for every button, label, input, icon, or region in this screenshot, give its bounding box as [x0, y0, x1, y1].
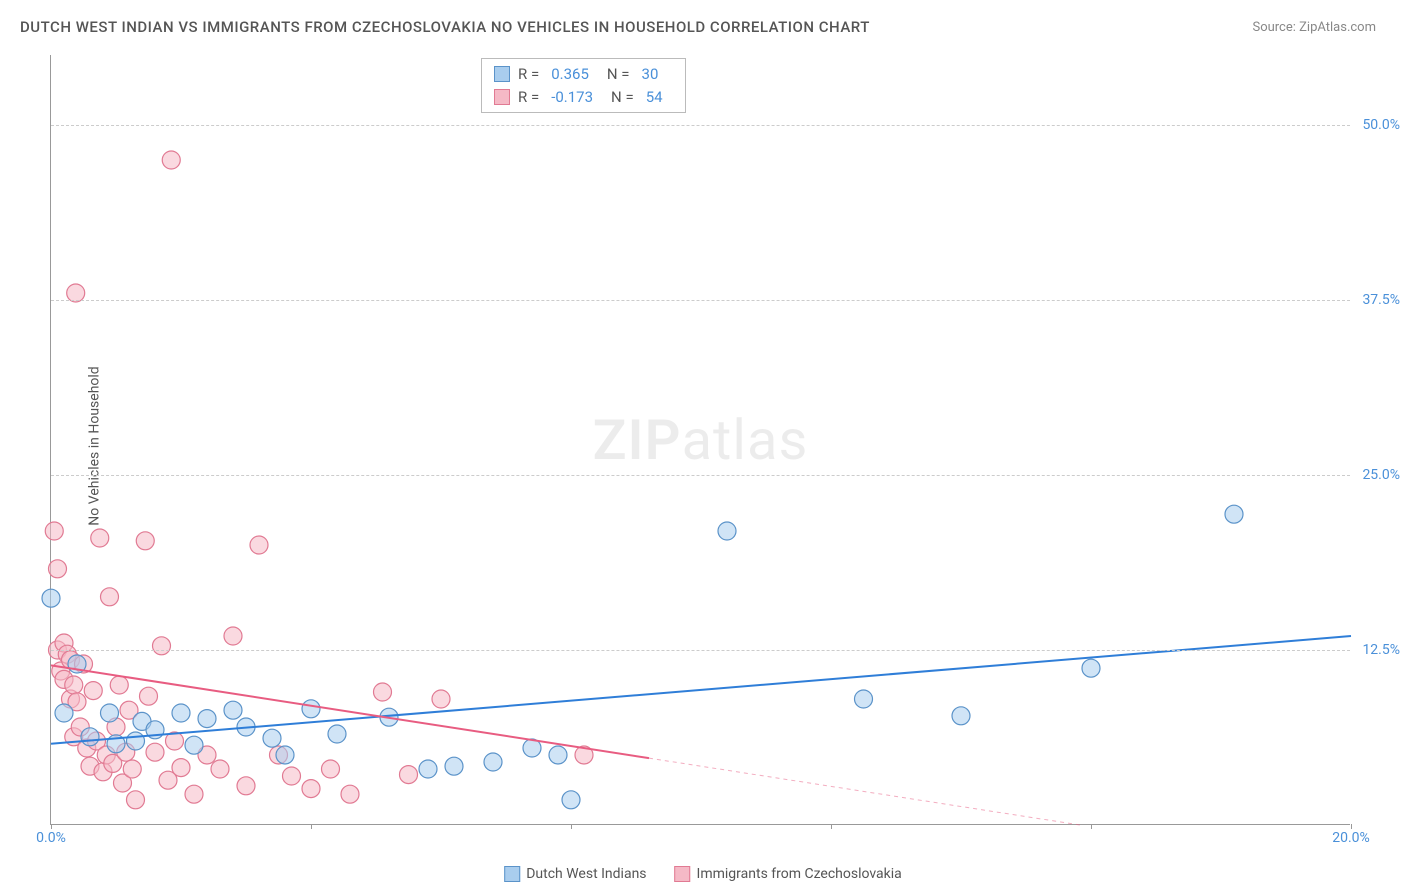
data-point — [172, 704, 190, 722]
legend-item: Dutch West Indians — [504, 866, 646, 882]
data-point — [445, 757, 463, 775]
data-point — [81, 728, 99, 746]
y-tick-label: 12.5% — [1355, 642, 1400, 658]
data-point — [302, 700, 320, 718]
data-point — [283, 767, 301, 785]
data-point — [374, 683, 392, 701]
data-point — [84, 682, 102, 700]
x-tick-mark — [571, 824, 572, 829]
data-point — [432, 690, 450, 708]
data-point — [276, 746, 294, 764]
data-point — [123, 760, 141, 778]
legend-label: Dutch West Indians — [526, 866, 646, 882]
x-tick-mark — [311, 824, 312, 829]
gridline — [51, 125, 1350, 126]
x-tick-label: 0.0% — [36, 830, 66, 846]
data-point — [484, 753, 502, 771]
data-point — [952, 707, 970, 725]
data-point — [237, 777, 255, 795]
data-point — [91, 529, 109, 547]
x-tick-mark — [1091, 824, 1092, 829]
y-tick-label: 37.5% — [1355, 292, 1400, 308]
trend-line — [51, 636, 1351, 744]
data-point — [153, 637, 171, 655]
data-point — [42, 589, 60, 607]
data-point — [101, 588, 119, 606]
data-point — [110, 676, 128, 694]
data-point — [146, 743, 164, 761]
data-point — [1225, 505, 1243, 523]
x-tick-mark — [51, 824, 52, 829]
data-point — [45, 522, 63, 540]
chart-title: DUTCH WEST INDIAN VS IMMIGRANTS FROM CZE… — [20, 18, 870, 36]
trend-line-dashed — [649, 758, 1080, 825]
data-point — [855, 690, 873, 708]
data-point — [185, 785, 203, 803]
data-point — [172, 759, 190, 777]
gridline — [51, 300, 1350, 301]
data-point — [211, 760, 229, 778]
legend: Dutch West Indians Immigrants from Czecho… — [504, 866, 902, 882]
data-point — [49, 560, 67, 578]
gridline — [51, 475, 1350, 476]
data-point — [1082, 659, 1100, 677]
data-point — [224, 627, 242, 645]
plot-svg — [51, 55, 1350, 824]
y-tick-label: 25.0% — [1355, 467, 1400, 483]
gridline — [51, 650, 1350, 651]
data-point — [400, 766, 418, 784]
data-point — [198, 710, 216, 728]
data-point — [419, 760, 437, 778]
data-point — [185, 736, 203, 754]
data-point — [162, 151, 180, 169]
data-point — [328, 725, 346, 743]
data-point — [718, 522, 736, 540]
data-point — [549, 746, 567, 764]
data-point — [65, 676, 83, 694]
data-point — [224, 701, 242, 719]
data-point — [140, 687, 158, 705]
data-point — [263, 729, 281, 747]
data-point — [322, 760, 340, 778]
data-point — [101, 704, 119, 722]
data-point — [127, 732, 145, 750]
source-label: Source: ZipAtlas.com — [1252, 20, 1376, 35]
data-point — [302, 780, 320, 798]
legend-swatch — [675, 866, 691, 882]
data-point — [250, 536, 268, 554]
legend-swatch — [504, 866, 520, 882]
data-point — [341, 785, 359, 803]
y-tick-label: 50.0% — [1355, 117, 1400, 133]
x-tick-mark — [1351, 824, 1352, 829]
data-point — [562, 791, 580, 809]
x-tick-mark — [831, 824, 832, 829]
plot-area: ZIPatlas R = 0.365N = 30R = -0.173N = 54… — [50, 55, 1350, 825]
data-point — [136, 532, 154, 550]
data-point — [127, 791, 145, 809]
legend-label: Immigrants from Czechoslovakia — [697, 866, 902, 882]
legend-item: Immigrants from Czechoslovakia — [675, 866, 902, 882]
data-point — [55, 704, 73, 722]
x-tick-label: 20.0% — [1332, 830, 1370, 846]
